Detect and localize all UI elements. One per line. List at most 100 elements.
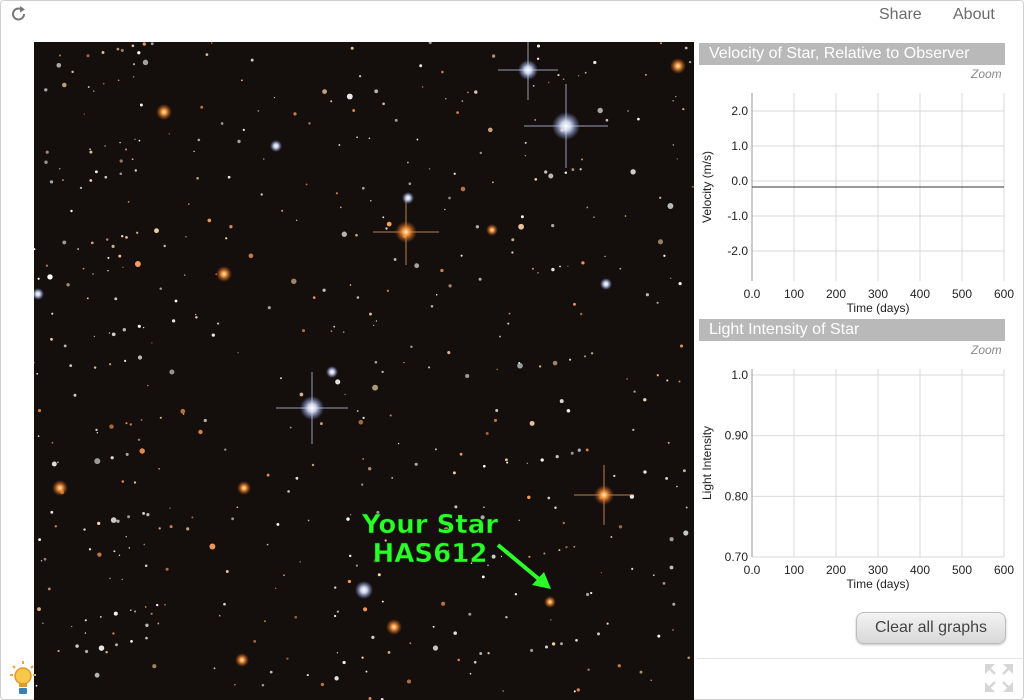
star: [579, 168, 582, 171]
star: [361, 483, 364, 486]
star: [644, 73, 647, 76]
star: [186, 527, 190, 531]
star: [213, 667, 216, 670]
star: [77, 248, 80, 250]
star: [125, 452, 129, 456]
star: [34, 248, 36, 251]
star: [49, 180, 54, 184]
star: [56, 62, 62, 68]
star: [111, 244, 115, 248]
intensity-x-tick-label: 200: [826, 563, 846, 577]
star: [667, 441, 670, 444]
star: [144, 564, 148, 568]
star: [127, 201, 130, 203]
star: [330, 100, 333, 103]
star: [90, 241, 94, 245]
star: [118, 554, 121, 556]
star: [440, 268, 444, 273]
star: [465, 373, 470, 379]
arrow-icon: [496, 543, 551, 589]
star: [211, 333, 215, 337]
star: [534, 118, 537, 121]
star: [347, 579, 352, 584]
star: [384, 539, 387, 542]
star: [487, 564, 489, 567]
star: [124, 148, 128, 151]
intensity-y-tick-label: 0.90: [725, 429, 749, 443]
star: [97, 521, 101, 526]
star: [643, 398, 647, 402]
expand-icon[interactable]: [984, 663, 1014, 693]
star: [381, 370, 384, 374]
star: [666, 379, 669, 382]
star: [487, 127, 493, 133]
star: [79, 186, 83, 190]
velocity-x-tick-label: 600: [994, 287, 1014, 301]
star: [564, 171, 568, 174]
star: [101, 51, 105, 54]
star: [341, 231, 347, 237]
star: [99, 615, 102, 618]
star: [198, 429, 203, 435]
star: [408, 182, 412, 186]
star: [131, 158, 134, 161]
star: [586, 206, 589, 209]
star: [358, 75, 362, 78]
star: [266, 543, 269, 546]
star: [311, 463, 315, 467]
star: [534, 178, 538, 181]
star: [229, 225, 233, 229]
lightbulb-icon[interactable]: [10, 660, 36, 698]
star: [137, 355, 143, 360]
star: [294, 615, 298, 619]
star: [264, 620, 266, 623]
star: [444, 208, 446, 211]
star: [89, 179, 93, 182]
star: [306, 674, 309, 677]
star: [355, 564, 358, 567]
star: [50, 510, 54, 514]
star: [320, 682, 325, 687]
star: [409, 642, 412, 645]
star: [109, 577, 111, 579]
star: [453, 631, 457, 635]
star: [59, 168, 61, 170]
star: [550, 619, 552, 621]
clear-all-graphs-button[interactable]: Clear all graphs: [856, 612, 1006, 644]
star: [191, 516, 194, 519]
star: [261, 683, 265, 687]
velocity-zoom-link[interactable]: Zoom: [971, 67, 1002, 81]
star: [37, 607, 41, 612]
about-link[interactable]: About: [953, 6, 995, 23]
star: [683, 530, 689, 536]
reload-icon[interactable]: [10, 5, 28, 23]
star: [381, 600, 384, 603]
star: [102, 82, 105, 85]
star: [134, 169, 137, 172]
star: [581, 261, 585, 265]
intensity-zoom-link[interactable]: Zoom: [971, 343, 1002, 357]
star: [505, 615, 508, 619]
star: [373, 559, 378, 563]
divider: [697, 658, 1022, 659]
star: [547, 81, 550, 84]
star: [587, 668, 590, 671]
star: [493, 418, 498, 422]
star: [70, 209, 73, 213]
intensity-graph[interactable]: 0.0 100 200 300 400 500 600 1.0 0.90 0.80 0.70 Lig…: [699, 362, 1014, 594]
star: [428, 366, 431, 369]
star-field-canvas: Your Star HAS612: [34, 42, 694, 700]
star: [590, 352, 594, 355]
bright-star: [156, 104, 172, 120]
velocity-graph[interactable]: 0.0 100 200 300 400 500 600 2.0 1.0 0.0 -1.0 -2.0 V…: [699, 86, 1014, 318]
star: [147, 384, 149, 387]
star: [97, 552, 102, 557]
share-link[interactable]: Share: [879, 6, 922, 23]
star: [365, 670, 368, 673]
velocity-x-tick-label: 200: [826, 287, 846, 301]
star: [299, 561, 301, 563]
star: [377, 573, 381, 577]
star: [434, 448, 437, 451]
star: [43, 557, 47, 561]
star: [116, 519, 120, 523]
